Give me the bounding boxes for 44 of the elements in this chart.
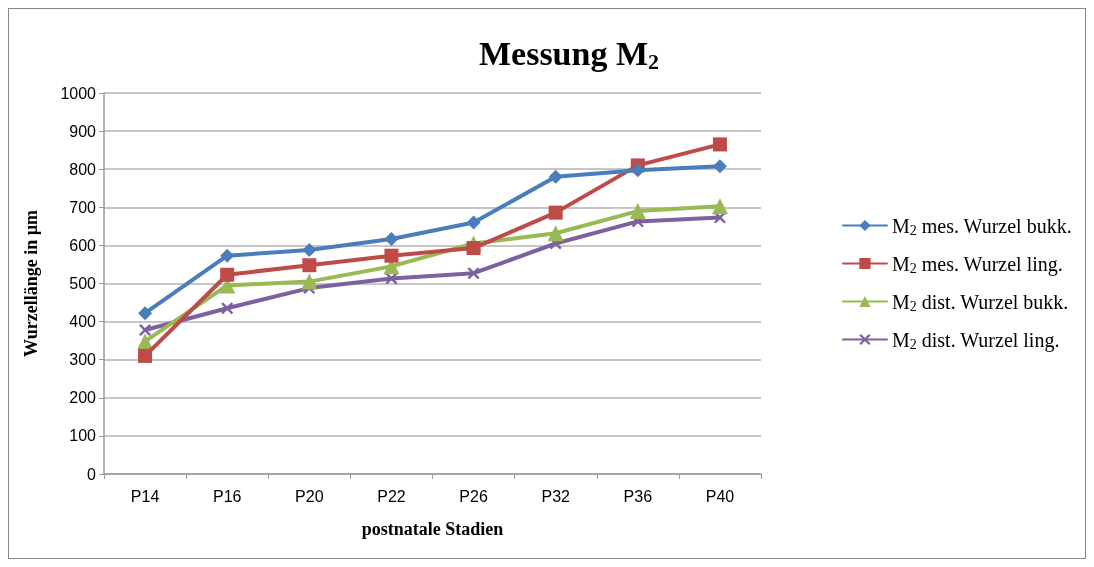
y-tick-label: 800 bbox=[69, 160, 97, 178]
y-tick-label: 0 bbox=[87, 465, 97, 483]
x-axis-title: postnatale Stadien bbox=[361, 519, 504, 539]
point bbox=[138, 306, 153, 321]
point bbox=[384, 231, 399, 246]
x-tick-label: P40 bbox=[705, 487, 735, 505]
y-tick-label: 100 bbox=[69, 427, 97, 445]
y-tick-label: 200 bbox=[69, 389, 97, 407]
point bbox=[467, 267, 480, 280]
y-tick-label: 1000 bbox=[60, 84, 97, 102]
point bbox=[301, 273, 318, 290]
y-tick-label: 700 bbox=[69, 198, 97, 216]
point bbox=[548, 169, 563, 184]
point bbox=[384, 248, 399, 263]
point bbox=[220, 248, 235, 263]
x-tick-label: P14 bbox=[130, 487, 160, 505]
y-tick-label: 500 bbox=[69, 275, 97, 292]
y-tick-label: 400 bbox=[69, 313, 97, 331]
point bbox=[712, 159, 727, 174]
y-tick-label: 900 bbox=[69, 122, 97, 140]
point bbox=[138, 348, 153, 363]
x-tick-label: P36 bbox=[623, 487, 653, 505]
y-tick-label: 300 bbox=[69, 351, 97, 369]
point bbox=[548, 205, 563, 220]
x-tick-label: P20 bbox=[295, 487, 324, 505]
x-tick-label: P16 bbox=[212, 487, 242, 505]
point bbox=[302, 242, 317, 257]
y-axis-title: Wurzellänge in µm bbox=[21, 209, 41, 358]
point bbox=[629, 203, 646, 220]
x-tick-label: P22 bbox=[377, 487, 406, 505]
x-tick-label: P32 bbox=[541, 487, 571, 505]
point bbox=[137, 333, 154, 350]
y-tick-label: 600 bbox=[69, 236, 97, 254]
point bbox=[547, 225, 564, 242]
point bbox=[711, 198, 728, 215]
point bbox=[466, 241, 481, 256]
x-tick-label: P26 bbox=[459, 487, 488, 505]
point bbox=[302, 258, 317, 273]
point bbox=[220, 267, 235, 282]
point bbox=[139, 323, 152, 336]
point bbox=[466, 215, 481, 230]
point bbox=[712, 137, 727, 152]
point bbox=[221, 302, 234, 315]
point bbox=[630, 163, 645, 178]
